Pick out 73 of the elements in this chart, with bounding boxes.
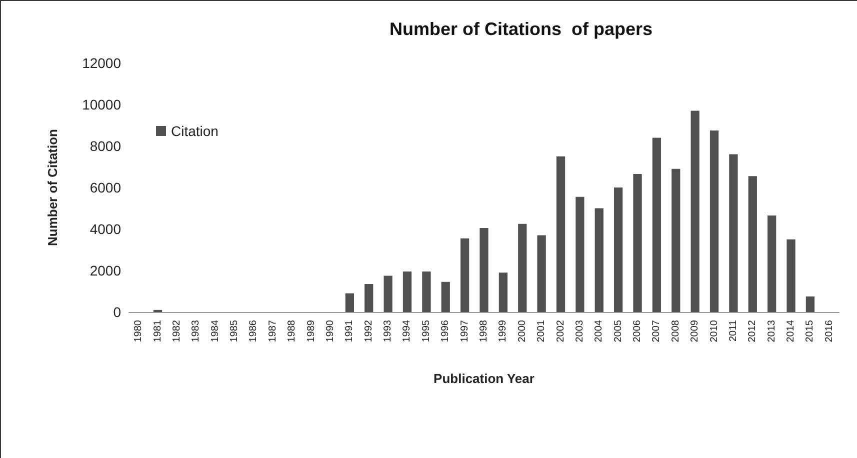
x-tick-label: 1982	[171, 320, 182, 342]
x-tick-label: 1984	[210, 320, 221, 342]
y-tick-label: 12000	[82, 55, 122, 71]
x-tick-label: 2003	[574, 320, 586, 342]
x-tick-label: 1985	[229, 320, 240, 342]
bar	[768, 216, 776, 312]
x-tick-label: 2002	[555, 320, 566, 342]
x-tick-label: 1994	[402, 320, 413, 342]
x-tick-label: 2001	[536, 320, 548, 342]
x-tick-label: 2005	[612, 320, 624, 342]
x-tick-label: 1990	[324, 320, 336, 342]
bar	[576, 196, 584, 312]
bar	[556, 156, 566, 312]
x-axis-title: Publication Year	[434, 371, 534, 386]
x-tick-label: 1987	[267, 320, 278, 342]
x-tick-label: 1988	[286, 320, 298, 342]
chart-title: Number of Citations of papers	[389, 19, 653, 39]
x-tick-label: 2013	[766, 320, 778, 342]
x-tick-label: 2010	[708, 320, 720, 342]
bar	[710, 130, 719, 312]
x-tick-label: 2004	[594, 320, 605, 342]
x-tick-label: 2007	[651, 320, 662, 342]
y-tick-label: 0	[113, 304, 122, 320]
x-tick-label: 1993	[382, 320, 394, 342]
bar	[633, 174, 642, 312]
bar	[480, 228, 488, 312]
x-tick-label: 1998	[478, 320, 490, 342]
bar	[594, 208, 604, 312]
bar	[672, 168, 680, 312]
x-tick-label: 1997	[459, 320, 470, 342]
bar	[460, 238, 470, 312]
bar	[345, 293, 354, 312]
bar	[806, 296, 815, 312]
x-tick-label: 1991	[344, 320, 356, 342]
bar	[498, 272, 508, 312]
x-tick-label: 2016	[824, 320, 835, 342]
bar	[537, 235, 546, 312]
legend-label: Citation	[171, 123, 218, 139]
x-tick-label: 1980	[133, 320, 144, 342]
bar	[384, 276, 392, 312]
x-tick-label: 2012	[747, 320, 758, 342]
x-tick-label: 1983	[190, 320, 202, 342]
bar	[422, 272, 431, 312]
bar	[690, 110, 700, 312]
bar	[364, 284, 374, 312]
y-tick-label: 2000	[90, 262, 122, 278]
bar	[786, 239, 796, 312]
x-tick-label: 2009	[690, 320, 701, 342]
x-tick-label: 1996	[440, 320, 452, 342]
bar	[402, 272, 412, 312]
x-tick-label: 1999	[498, 320, 509, 342]
x-tick-label: 2014	[786, 320, 797, 342]
x-tick-label: 2006	[632, 320, 644, 342]
x-tick-label: 1992	[363, 320, 374, 342]
y-axis-title: Number of Citation	[45, 128, 60, 246]
bar	[652, 138, 662, 312]
x-tick-label: 2000	[516, 320, 528, 342]
bar	[614, 188, 623, 312]
x-tick-label: 2008	[670, 320, 682, 342]
y-tick-label: 8000	[90, 138, 122, 154]
x-tick-label: 1995	[420, 320, 432, 342]
bar	[518, 224, 527, 312]
x-tick-label: 2015	[804, 320, 816, 342]
bar	[748, 176, 757, 312]
x-tick-label: 2011	[728, 320, 739, 342]
x-tick-label: 1981	[152, 320, 164, 342]
x-tick-label: 1986	[248, 320, 260, 342]
bar	[441, 282, 450, 312]
y-tick-label: 4000	[90, 221, 122, 237]
x-tick-label: 1989	[306, 320, 317, 342]
y-tick-label: 10000	[82, 96, 122, 112]
bar	[729, 154, 738, 312]
y-tick-label: 6000	[90, 180, 122, 196]
